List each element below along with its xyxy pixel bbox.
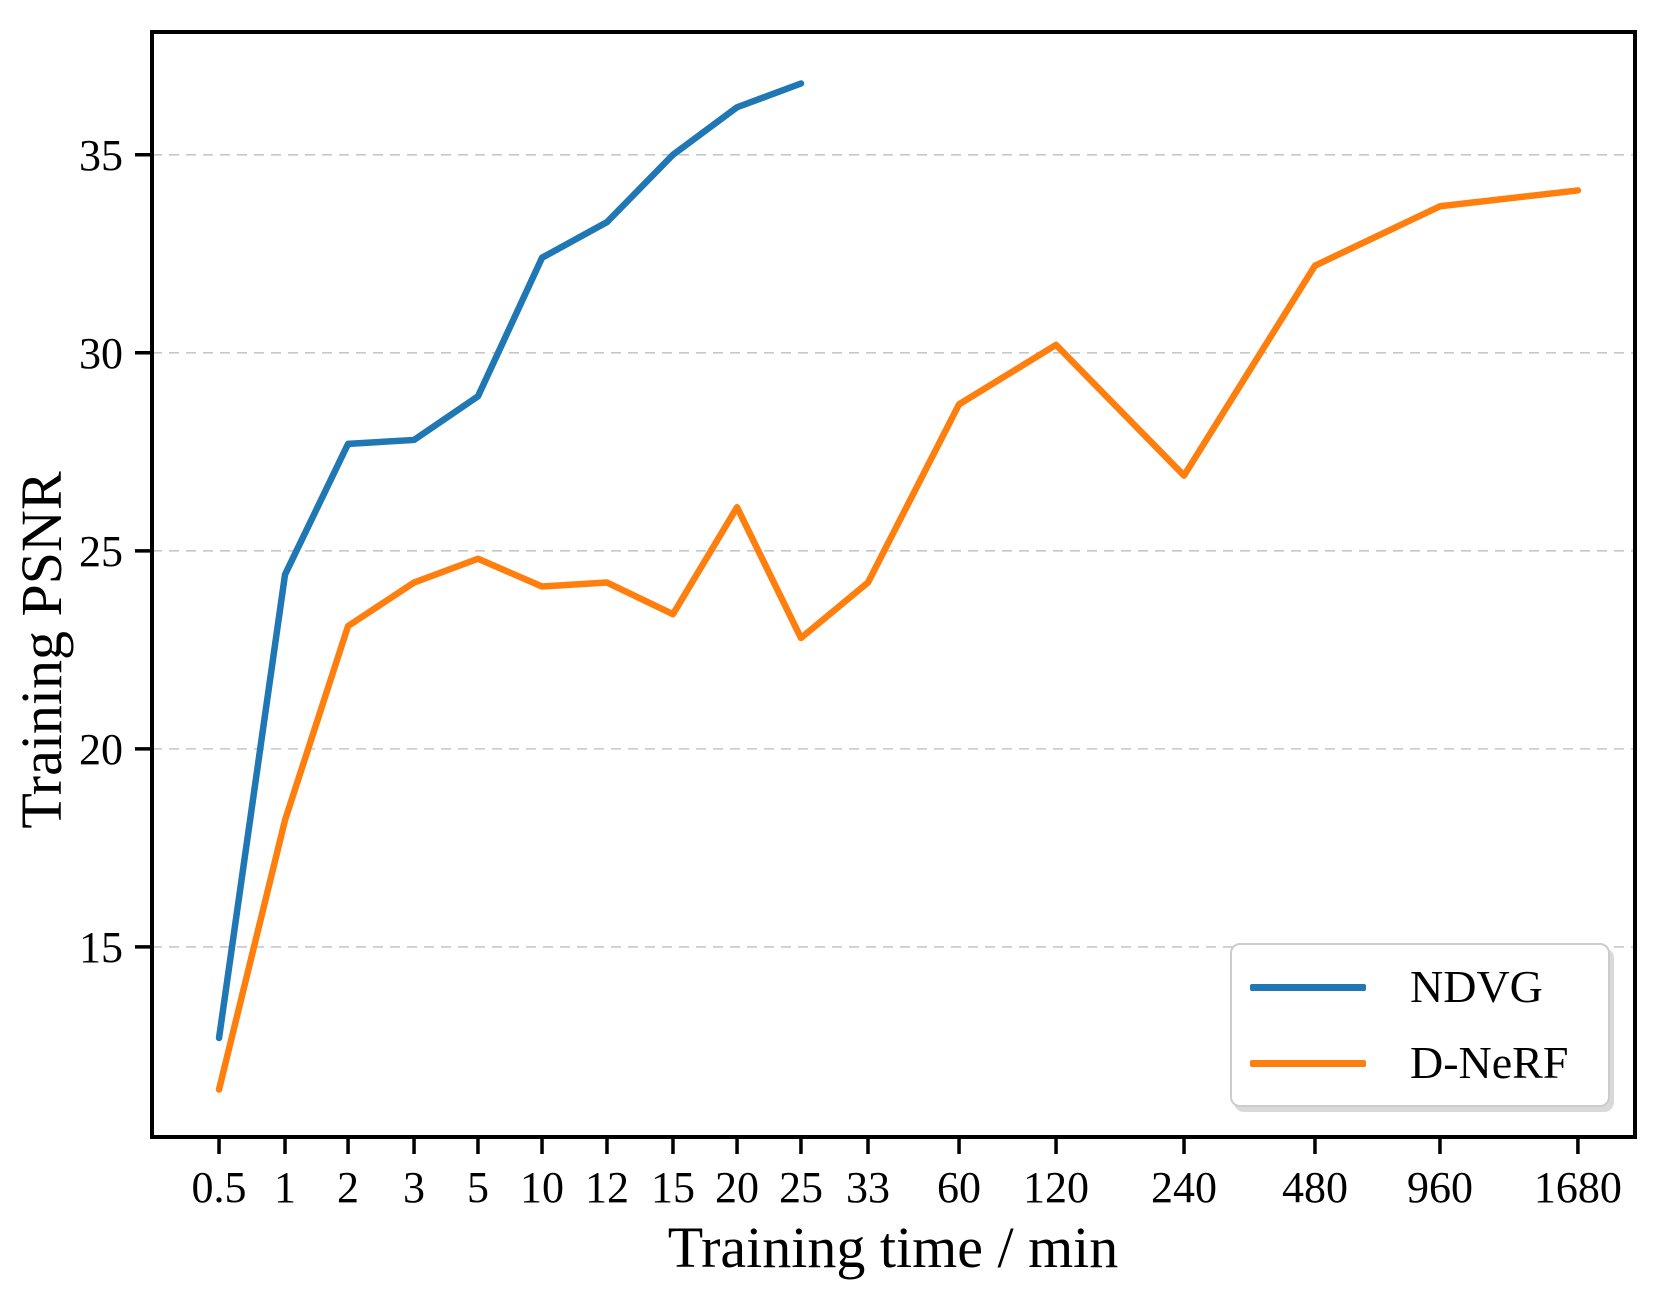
x-tick-label-25: 25 xyxy=(779,1163,823,1212)
x-tick-label-15: 15 xyxy=(651,1163,695,1212)
x-tick-label-960: 960 xyxy=(1407,1163,1473,1212)
x-tick-label-0.5: 0.5 xyxy=(192,1163,247,1212)
axes-spines xyxy=(150,30,1637,1139)
x-tick-label-120: 120 xyxy=(1023,1163,1089,1212)
y-tick-label-20: 20 xyxy=(79,725,123,774)
x-tick-label-20: 20 xyxy=(715,1163,759,1212)
series-line-ndvg xyxy=(215,80,805,1042)
x-tick-label-480: 480 xyxy=(1282,1163,1348,1212)
x-tick-label-12: 12 xyxy=(585,1163,629,1212)
legend-item-dnerf: D-NeRF xyxy=(1250,1040,1588,1086)
x-tick-label-1: 1 xyxy=(274,1163,296,1212)
legend-line-dnerf-icon xyxy=(1250,1059,1366,1067)
legend-item-ndvg: NDVG xyxy=(1250,964,1588,1010)
y-tick-label-15: 15 xyxy=(79,923,123,972)
y-tick-label-35: 35 xyxy=(79,131,123,180)
legend-label-dnerf: D-NeRF xyxy=(1410,1037,1569,1088)
legend-label-ndvg: NDVG xyxy=(1410,961,1543,1012)
x-tick-label-1680: 1680 xyxy=(1534,1163,1622,1212)
x-tick-label-3: 3 xyxy=(403,1163,425,1212)
legend: NDVG D-NeRF xyxy=(1230,943,1610,1107)
x-tick-label-2: 2 xyxy=(337,1163,359,1212)
y-axis-title: Training PSNR xyxy=(9,471,74,829)
x-tick-label-33: 33 xyxy=(846,1163,890,1212)
x-tick-label-10: 10 xyxy=(520,1163,564,1212)
x-tick-label-240: 240 xyxy=(1151,1163,1217,1212)
y-tick-label-25: 25 xyxy=(79,527,123,576)
x-tick-label-60: 60 xyxy=(937,1163,981,1212)
x-axis-title: Training time / min xyxy=(667,1215,1119,1280)
x-tick-label-5: 5 xyxy=(467,1163,489,1212)
series-line-d-nerf xyxy=(215,187,1582,1093)
legend-line-ndvg-icon xyxy=(1250,983,1366,991)
y-tick-label-30: 30 xyxy=(79,329,123,378)
